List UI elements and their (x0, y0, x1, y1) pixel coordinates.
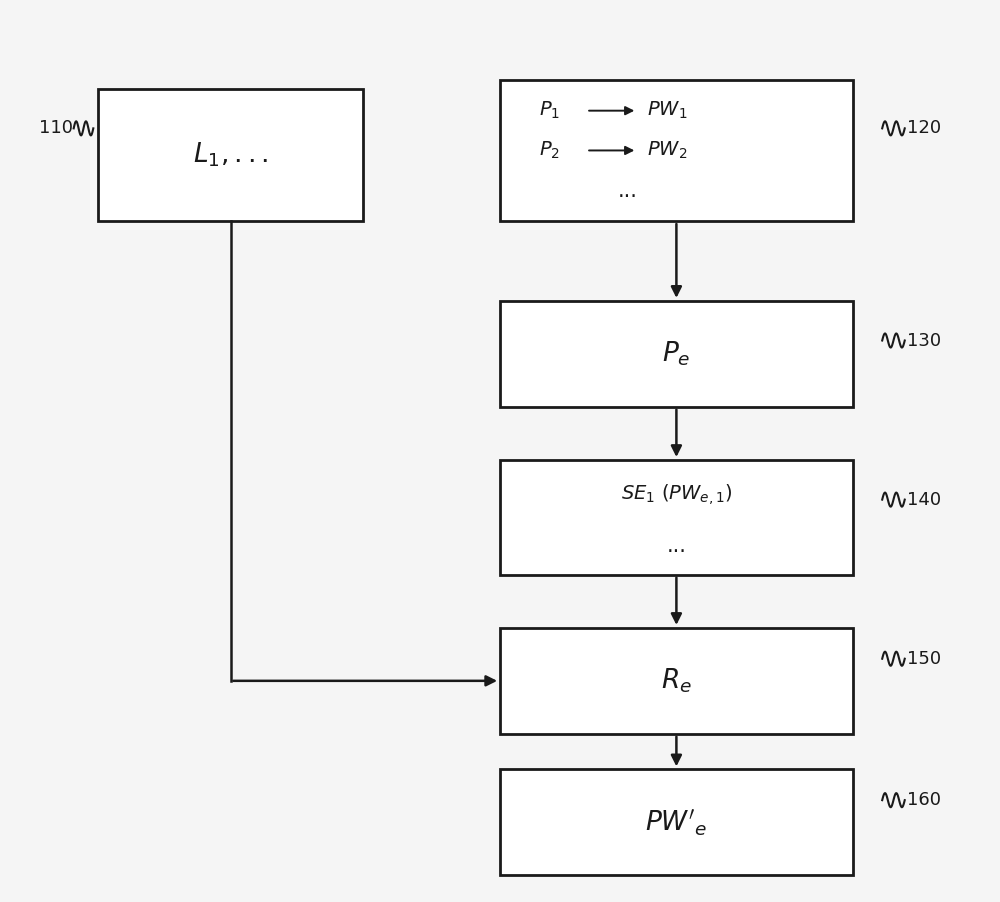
Text: ...: ... (666, 536, 686, 556)
Text: $P_e$: $P_e$ (662, 339, 691, 368)
Text: ...: ... (618, 181, 637, 201)
Bar (500, 628, 853, 734)
Text: $P_1$: $P_1$ (539, 100, 560, 122)
Text: $P_2$: $P_2$ (539, 140, 560, 161)
Text: $R_e$: $R_e$ (661, 667, 692, 695)
Text: $PW'_e$: $PW'_e$ (645, 807, 708, 838)
Text: 140: 140 (907, 491, 941, 509)
Text: 150: 150 (907, 649, 941, 667)
Text: 110: 110 (39, 119, 73, 137)
Bar (500, 79, 853, 221)
Bar (500, 769, 853, 875)
Bar (500, 300, 853, 407)
Text: 130: 130 (907, 332, 941, 349)
Text: 120: 120 (907, 119, 941, 137)
Text: $PW_2$: $PW_2$ (647, 140, 687, 161)
Text: $PW_1$: $PW_1$ (647, 100, 687, 122)
Text: $L_1,...$: $L_1,...$ (193, 141, 268, 169)
Bar (98, 88, 363, 221)
Text: 160: 160 (907, 791, 941, 809)
Text: $SE_1\ (PW_{e,1})$: $SE_1\ (PW_{e,1})$ (621, 482, 732, 507)
Bar (500, 460, 853, 575)
